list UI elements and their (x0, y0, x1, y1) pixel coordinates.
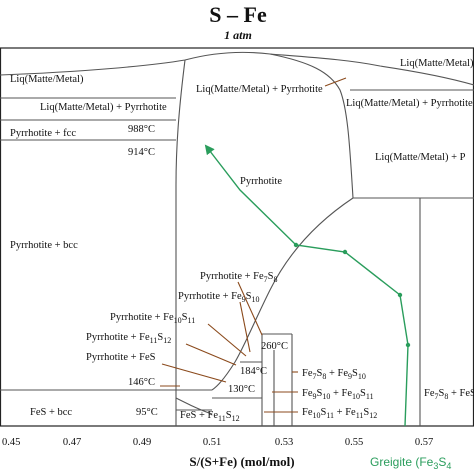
label-liquid-left: Liq(Matte/Metal) (10, 74, 84, 85)
label-liquid-pyrrhotite-1: Liq(Matte/Metal) + Pyrrhotite (196, 84, 323, 95)
isotherm-label-988: 988°C (128, 124, 155, 135)
label-pyrrhotite-fe10s11: Pyrrhotite + Fe10S11 (110, 312, 195, 325)
greigite-annotation: Greigite (Fe3S4 (370, 455, 451, 471)
label-fe7s8-fes2: Fe7S8 + FeS2 (424, 388, 474, 401)
label-pyrrhotite: Pyrrhotite (240, 176, 282, 187)
label-liquid-right: Liq(Matte/Metal) (400, 58, 474, 69)
solvus-curve (211, 197, 354, 391)
x-axis-label: S/(S+Fe) (mol/mol) (189, 454, 294, 469)
label-fe7s8-fe9s10: Fe7S8 + Fe9S10 (302, 368, 366, 381)
x-tick-0.45: 0.45 (2, 437, 20, 448)
label-liquid-pyrrhotite-3: Liq(Matte/Metal) + Pyrrhotite (346, 98, 473, 109)
x-tick-0.49: 0.49 (133, 437, 151, 448)
label-fes-fe11s12: FeS + Fe11S12 (180, 410, 240, 423)
chart-title: S – Fe (209, 2, 267, 27)
leader-lines (160, 77, 347, 413)
x-tick-0.51: 0.51 (203, 437, 221, 448)
isotherm-label-260: 260°C (261, 341, 288, 352)
label-pyrrhotite-fe11s12: Pyrrhotite + Fe11S12 (86, 332, 171, 345)
label-pyrrhotite-bcc: Pyrrhotite + bcc (10, 240, 78, 251)
x-tick-0.47: 0.47 (63, 437, 81, 448)
x-axis: 0.45 0.47 0.49 0.51 0.53 0.55 0.57 S/(S+… (2, 437, 433, 469)
liquidus-left-boundary (175, 59, 186, 426)
isotherm-label-914: 914°C (128, 147, 155, 158)
isotherm-label-146: 146°C (128, 377, 155, 388)
label-fe9s10-fe10s11: Fe9S10 + Fe10S11 (302, 388, 374, 401)
x-tick-0.53: 0.53 (275, 437, 293, 448)
label-liquid-p-right: Liq(Matte/Metal) + P (375, 152, 466, 163)
label-fes-bcc: FeS + bcc (30, 407, 72, 418)
feS-bcc-curve (175, 397, 213, 415)
label-fe10s11-fe11s12: Fe10S11 + Fe11S12 (302, 407, 377, 420)
isotherm-label-95: 95°C (136, 407, 158, 418)
x-tick-0.57: 0.57 (415, 437, 433, 448)
phase-boundaries (0, 51, 474, 426)
label-pyrrhotite-fe9s10: Pyrrhotite + Fe9S10 (178, 291, 260, 304)
greigite-trajectory (204, 144, 411, 427)
pyrrhotite-liquid-boundary (269, 53, 354, 199)
isotherm-label-130: 130°C (228, 384, 255, 395)
chart-subtitle: 1 atm (224, 28, 252, 42)
liquidus-curve (0, 51, 474, 86)
label-pyrrhotite-fes: Pyrrhotite + FeS (86, 352, 156, 363)
label-pyrrhotite-fcc: Pyrrhotite + fcc (10, 128, 76, 139)
isotherm-label-184: 184°C (240, 366, 267, 377)
label-pyrrhotite-fe7s8: Pyrrhotite + Fe7S8 (200, 271, 278, 284)
label-liquid-pyrrhotite-2: Liq(Matte/Metal) + Pyrrhotite (40, 102, 167, 113)
x-tick-0.55: 0.55 (345, 437, 363, 448)
